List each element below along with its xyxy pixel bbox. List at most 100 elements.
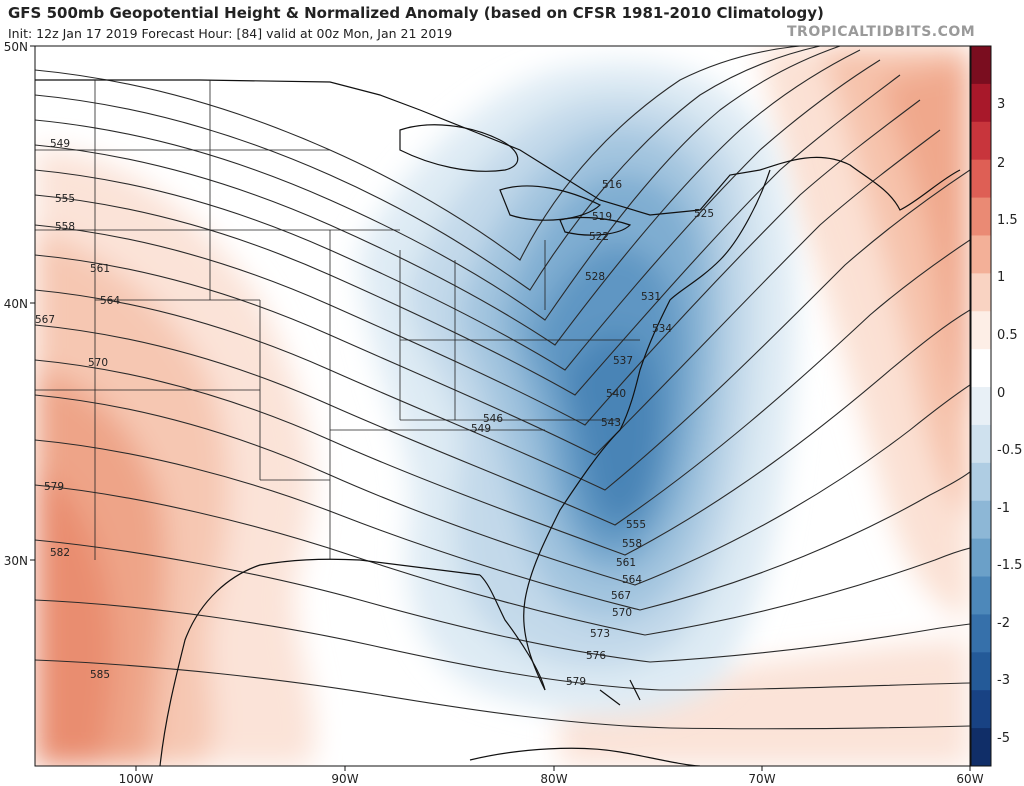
colorbar-segment <box>971 538 991 578</box>
contour-label: 519 <box>592 211 612 223</box>
colorbar-label: -3 <box>997 673 1010 688</box>
contour-label: 558 <box>622 538 642 550</box>
contour-line <box>35 46 821 291</box>
contour-label: 534 <box>652 323 672 335</box>
atlantic-coast <box>523 169 771 691</box>
contour-label: 546 <box>483 413 503 425</box>
contour-label: 540 <box>606 388 626 400</box>
colorbar-segment <box>971 197 991 236</box>
contour-label: 570 <box>88 357 108 369</box>
great-lakes <box>399 124 519 172</box>
contour-label: 579 <box>566 676 586 688</box>
colorbar-segment <box>971 576 991 615</box>
colorbar-label: 1 <box>997 270 1005 285</box>
colorbar-segment <box>971 311 991 350</box>
contour-labels-west: 549 555 558 561 564 567 570 579 582 585 <box>35 138 120 681</box>
colorbar-label: -0.5 <box>997 443 1022 458</box>
lat-label: 40N <box>4 297 28 311</box>
colorbar-segment <box>971 614 991 653</box>
contour-label: 531 <box>641 291 661 303</box>
cuba <box>469 747 701 766</box>
contour-line <box>35 384 970 586</box>
lon-label: 70W <box>748 772 775 786</box>
positive-anomaly-west <box>35 149 315 766</box>
colorbar-segment <box>971 83 991 123</box>
gulf-coast <box>159 558 481 766</box>
contour-labels-trough: 516 519 522 525 528 531 534 537 540 543 … <box>471 179 714 435</box>
contour-label: 528 <box>585 271 605 283</box>
brand-watermark: TROPICALTIDBITS.COM <box>787 24 976 40</box>
contour-label: 543 <box>601 417 621 429</box>
lat-label: 30N <box>4 554 28 568</box>
contour-line <box>35 659 970 730</box>
contour-line <box>35 129 941 456</box>
colorbar-label: 0 <box>997 386 1005 401</box>
contour-line <box>35 59 881 371</box>
colorbar-label: -2 <box>997 616 1010 631</box>
contour-line <box>35 484 970 636</box>
contour-label: 555 <box>626 519 646 531</box>
lat-label: 50N <box>4 40 28 54</box>
lon-label: 60W <box>956 772 983 786</box>
colorbar-segment <box>971 387 991 426</box>
contour-label: 582 <box>50 547 70 559</box>
contour-line <box>35 599 970 691</box>
lon-label: 90W <box>331 772 358 786</box>
contour-label: 585 <box>90 669 110 681</box>
contour-line <box>35 99 921 426</box>
lon-label: 100W <box>119 772 154 786</box>
colorbar-segment <box>971 121 991 161</box>
colorbar-label: -1.5 <box>997 558 1022 573</box>
contour-label: 573 <box>590 628 610 640</box>
great-lakes <box>559 216 632 236</box>
contour-label: 561 <box>90 263 110 275</box>
bahamas <box>599 679 641 706</box>
contour-line <box>35 539 970 663</box>
contour-label: 549 <box>50 138 70 150</box>
longitude-axis: 100W 90W 80W 70W 60W <box>119 766 984 786</box>
great-lakes <box>499 185 602 221</box>
contour-line <box>35 169 970 491</box>
contour-label: 522 <box>589 231 609 243</box>
contour-label: 564 <box>622 574 642 586</box>
us-canada-border <box>35 79 761 216</box>
chart-subtitle: Init: 12z Jan 17 2019 Forecast Hour: [84… <box>8 26 453 41</box>
anomaly-colorbar <box>970 45 992 767</box>
contour-label: 570 <box>612 607 632 619</box>
contour-label: 537 <box>613 355 633 367</box>
colorbar-segment <box>971 235 991 274</box>
contour-label: 516 <box>602 179 622 191</box>
colorbar-segment <box>971 500 991 540</box>
contour-line <box>35 239 970 526</box>
contour-line <box>35 309 970 556</box>
colorbar-label: 1.5 <box>997 213 1018 228</box>
contour-label: 555 <box>55 193 75 205</box>
colorbar-label: 2 <box>997 156 1005 171</box>
colorbar-segment <box>971 690 991 729</box>
latitude-axis: 50N 40N 30N <box>4 40 35 568</box>
positive-anomaly-east <box>560 46 970 766</box>
colorbar-segment <box>971 273 991 312</box>
canada-maritimes <box>759 156 961 211</box>
colorbar-segment <box>971 462 991 502</box>
colorbar-segment <box>971 46 991 85</box>
height-contours <box>35 46 970 730</box>
colorbar-segment <box>971 424 991 464</box>
florida-peninsula <box>479 574 546 691</box>
contour-label: 558 <box>55 221 75 233</box>
colorbar-frame <box>970 45 992 767</box>
contour-line <box>35 49 861 346</box>
chart-title: GFS 500mb Geopotential Height & Normaliz… <box>8 4 824 22</box>
colorbar-labels: 3 2 1.5 1 0.5 0 -0.5 -1 -1.5 -2 -3 -5 <box>997 97 1022 746</box>
contour-label: 567 <box>35 314 55 326</box>
map-frame <box>34 45 971 767</box>
contour-label: 579 <box>44 481 64 493</box>
state-borders <box>35 80 640 560</box>
colorbar-label: -1 <box>997 501 1010 516</box>
contour-label: 549 <box>471 423 491 435</box>
contour-line <box>35 439 970 611</box>
colorbar-segment <box>971 349 991 388</box>
map-panel: 549 555 558 561 564 567 570 579 582 585 … <box>35 46 970 766</box>
contour-label: 525 <box>694 208 714 220</box>
